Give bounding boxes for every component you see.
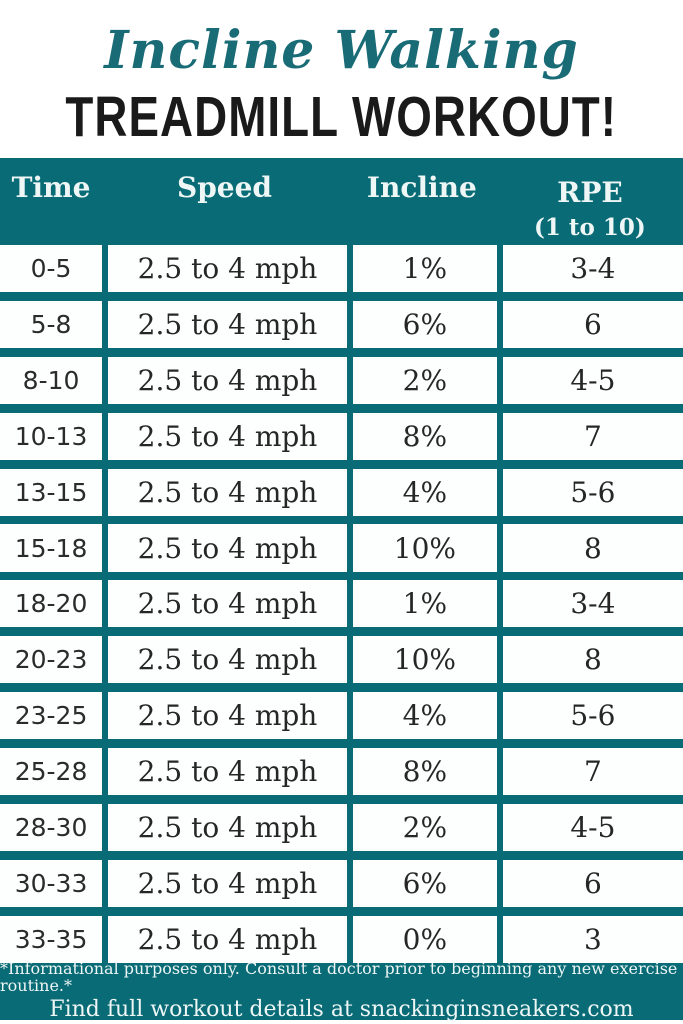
rpe-cell: 6	[496, 300, 683, 348]
speed-cell: 2.5 to 4 mph	[102, 524, 347, 572]
table-header-row: Time Speed Incline RPE (1 to 10)	[0, 158, 683, 245]
time-cell: 30-33	[0, 859, 103, 907]
speed-cell: 2.5 to 4 mph	[102, 300, 347, 348]
header-incline: Incline	[366, 171, 477, 204]
speed-cell: 2.5 to 4 mph	[102, 356, 347, 404]
table-row: 28-30 2.5 to 4 mph 2% 4-5	[0, 803, 683, 851]
rpe-cell: 8	[496, 636, 683, 684]
incline-cell: 1%	[346, 245, 497, 293]
rpe-cell: 3-4	[496, 245, 683, 293]
speed-cell: 2.5 to 4 mph	[102, 803, 347, 851]
rpe-cell: 7	[496, 748, 683, 796]
rpe-cell: 6	[496, 859, 683, 907]
speed-cell: 2.5 to 4 mph	[102, 692, 347, 740]
title-main: TREADMILL WORKOUT!	[65, 86, 618, 150]
table-row: 0-5 2.5 to 4 mph 1% 3-4	[0, 245, 683, 293]
time-cell: 25-28	[0, 748, 103, 796]
rpe-cell: 4-5	[496, 356, 683, 404]
incline-cell: 8%	[346, 748, 497, 796]
header-speed: Speed	[177, 171, 273, 204]
table-row: 5-8 2.5 to 4 mph 6% 6	[0, 300, 683, 348]
time-cell: 5-8	[0, 300, 103, 348]
speed-cell: 2.5 to 4 mph	[102, 748, 347, 796]
table-row: 13-15 2.5 to 4 mph 4% 5-6	[0, 468, 683, 516]
incline-cell: 1%	[346, 580, 497, 628]
incline-cell: 10%	[346, 524, 497, 572]
website-details-text: Find full workout details at snackingins…	[49, 997, 634, 1022]
speed-cell: 2.5 to 4 mph	[102, 468, 347, 516]
table-row: 25-28 2.5 to 4 mph 8% 7	[0, 748, 683, 796]
speed-cell: 2.5 to 4 mph	[102, 915, 347, 963]
speed-cell: 2.5 to 4 mph	[102, 245, 347, 293]
incline-cell: 2%	[346, 803, 497, 851]
time-cell: 18-20	[0, 580, 103, 628]
table-row: 20-23 2.5 to 4 mph 10% 8	[0, 636, 683, 684]
time-cell: 23-25	[0, 692, 103, 740]
incline-cell: 10%	[346, 636, 497, 684]
table-row: 10-13 2.5 to 4 mph 8% 7	[0, 412, 683, 460]
title-area: Incline Walking TREADMILL WORKOUT!	[0, 0, 683, 158]
table-row: 30-33 2.5 to 4 mph 6% 6	[0, 859, 683, 907]
bottom-strip	[0, 1020, 683, 1024]
workout-table-body: 0-5 2.5 to 4 mph 1% 3-4 5-8 2.5 to 4 mph…	[0, 245, 683, 963]
incline-cell: 4%	[346, 692, 497, 740]
rpe-cell: 3	[496, 915, 683, 963]
table-row: 8-10 2.5 to 4 mph 2% 4-5	[0, 356, 683, 404]
header-rpe: RPE (1 to 10)	[497, 158, 683, 245]
incline-cell: 6%	[346, 300, 497, 348]
incline-cell: 4%	[346, 468, 497, 516]
table-row: 33-35 2.5 to 4 mph 0% 3	[0, 915, 683, 963]
table-row: 15-18 2.5 to 4 mph 10% 8	[0, 524, 683, 572]
speed-cell: 2.5 to 4 mph	[102, 580, 347, 628]
incline-cell: 8%	[346, 412, 497, 460]
rpe-cell: 5-6	[496, 468, 683, 516]
header-time: Time	[11, 171, 91, 204]
header-rpe-label: RPE	[557, 175, 623, 209]
time-cell: 15-18	[0, 524, 103, 572]
table-row: 18-20 2.5 to 4 mph 1% 3-4	[0, 580, 683, 628]
incline-cell: 2%	[346, 356, 497, 404]
speed-cell: 2.5 to 4 mph	[102, 412, 347, 460]
table-row: 23-25 2.5 to 4 mph 4% 5-6	[0, 692, 683, 740]
rpe-cell: 7	[496, 412, 683, 460]
speed-cell: 2.5 to 4 mph	[102, 859, 347, 907]
time-cell: 20-23	[0, 636, 103, 684]
time-cell: 33-35	[0, 915, 103, 963]
time-cell: 28-30	[0, 803, 103, 851]
header-rpe-scale: (1 to 10)	[534, 213, 646, 241]
rpe-cell: 8	[496, 524, 683, 572]
rpe-cell: 3-4	[496, 580, 683, 628]
title-script: Incline Walking	[104, 19, 579, 81]
time-cell: 10-13	[0, 412, 103, 460]
rpe-cell: 5-6	[496, 692, 683, 740]
disclaimer-text: *Informational purposes only. Consult a …	[0, 958, 678, 996]
time-cell: 13-15	[0, 468, 103, 516]
incline-cell: 6%	[346, 859, 497, 907]
footer: *Informational purposes only. Consult a …	[0, 958, 683, 1022]
time-cell: 0-5	[0, 245, 103, 293]
rpe-cell: 4-5	[496, 803, 683, 851]
time-cell: 8-10	[0, 356, 103, 404]
incline-cell: 0%	[346, 915, 497, 963]
speed-cell: 2.5 to 4 mph	[102, 636, 347, 684]
